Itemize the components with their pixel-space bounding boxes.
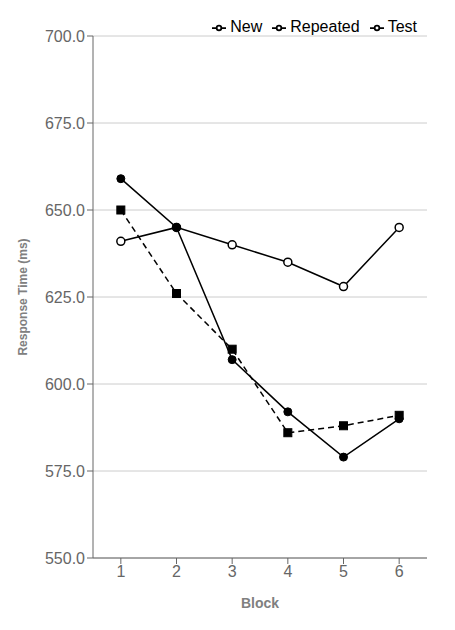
- svg-text:700.0: 700.0: [45, 28, 85, 45]
- svg-text:5: 5: [339, 563, 348, 580]
- svg-text:575.0: 575.0: [45, 463, 85, 480]
- svg-text:Response Time (ms): Response Time (ms): [16, 238, 30, 355]
- svg-text:3: 3: [228, 563, 237, 580]
- svg-text:650.0: 650.0: [45, 202, 85, 219]
- html-text:New: New: [230, 18, 263, 35]
- svg-text:675.0: 675.0: [45, 115, 85, 132]
- svg-text:550.0: 550.0: [45, 550, 85, 567]
- html-text:Repeated: Repeated: [290, 18, 360, 35]
- svg-text:2: 2: [172, 563, 181, 580]
- svg-text:4: 4: [283, 563, 292, 580]
- svg-text:625.0: 625.0: [45, 289, 85, 306]
- svg-text:Block: Block: [241, 595, 279, 611]
- svg-text:6: 6: [395, 563, 404, 580]
- svg-text:600.0: 600.0: [45, 376, 85, 393]
- html-text:Test: Test: [387, 18, 417, 35]
- svg-text:1: 1: [116, 563, 125, 580]
